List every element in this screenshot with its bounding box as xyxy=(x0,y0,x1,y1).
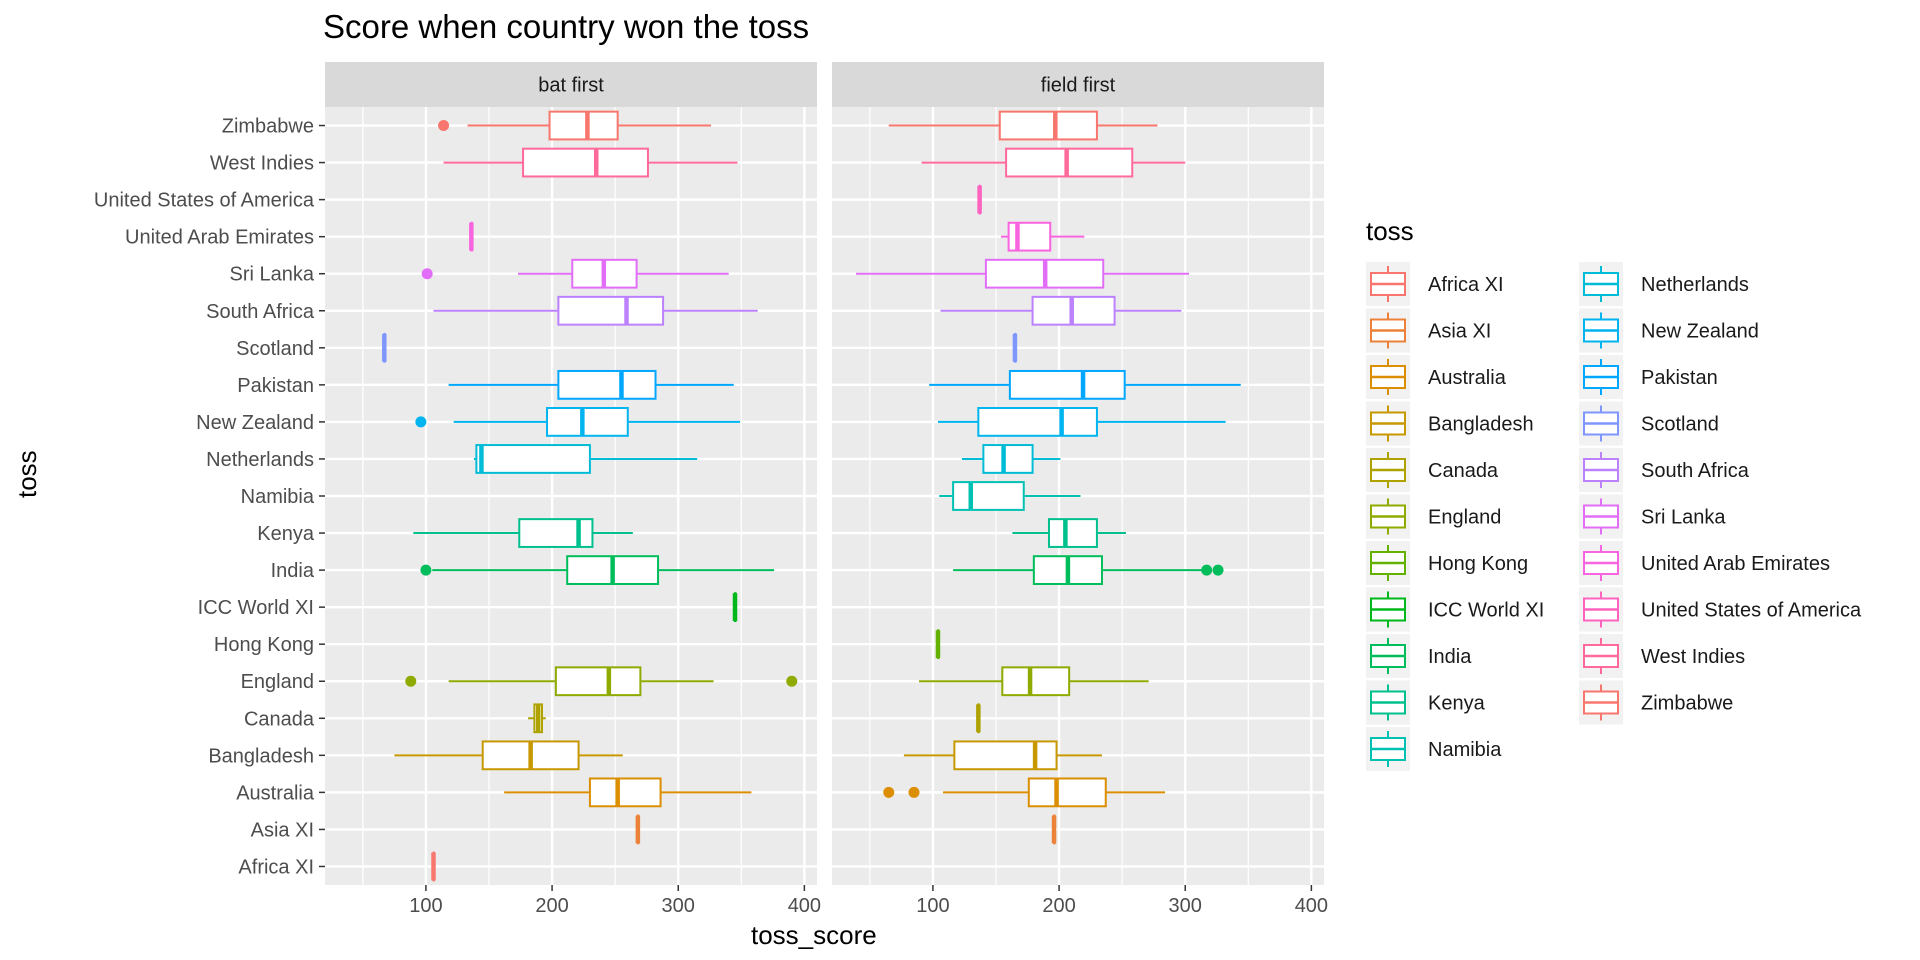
y-tick-label: Africa XI xyxy=(238,856,314,878)
box-pakistan xyxy=(1008,369,1126,400)
legend-label-pakistan: Pakistan xyxy=(1641,367,1718,389)
y-tick-label: Hong Kong xyxy=(214,634,314,656)
x-tick-label: 400 xyxy=(1295,895,1328,917)
box-west-indies xyxy=(522,147,649,178)
outlier-india xyxy=(420,564,432,576)
box-kenya xyxy=(1047,518,1098,548)
x-tick-label: 100 xyxy=(409,895,442,917)
box-bangladesh xyxy=(953,740,1058,771)
y-tick-label: India xyxy=(271,560,315,582)
box-west-indies xyxy=(1005,147,1134,178)
legend-label-bangladesh: Bangladesh xyxy=(1428,414,1534,436)
x-tick-label: 400 xyxy=(788,895,821,917)
box-australia xyxy=(1027,777,1107,808)
y-tick-label: Bangladesh xyxy=(208,745,314,767)
y-tick-label: West Indies xyxy=(210,153,314,175)
legend-label-hong-kong: Hong Kong xyxy=(1428,553,1528,575)
y-tick-label: South Africa xyxy=(206,301,315,323)
legend-label-asia-xi: Asia XI xyxy=(1428,321,1491,343)
y-tick-label: New Zealand xyxy=(196,412,314,434)
y-tick-label: Namibia xyxy=(241,486,315,508)
facet-strip-bat-first xyxy=(325,62,817,107)
y-tick-label: Asia XI xyxy=(251,819,314,841)
legend-label-icc-world-xi: ICC World XI xyxy=(1428,600,1544,622)
legend-label-zimbabwe: Zimbabwe xyxy=(1641,693,1733,715)
box-pakistan xyxy=(557,369,657,400)
legend-label-west-indies: West Indies xyxy=(1641,646,1745,668)
y-tick-label: England xyxy=(241,671,314,693)
y-tick-label: Zimbabwe xyxy=(222,116,314,138)
x-tick-label: 100 xyxy=(916,895,949,917)
y-tick-label: Scotland xyxy=(236,338,314,360)
box-australia xyxy=(588,777,662,808)
box-netherlands xyxy=(475,444,591,474)
legend-label-united-arab-emirates: United Arab Emirates xyxy=(1641,553,1830,575)
x-axis-title: toss_score xyxy=(751,920,877,950)
outlier-new-zealand xyxy=(415,416,427,428)
legend-label-canada: Canada xyxy=(1428,460,1499,482)
box-south-africa xyxy=(557,295,665,326)
outlier-england xyxy=(405,675,417,687)
box-new-zealand xyxy=(546,407,629,437)
outlier-sri-lanka xyxy=(421,268,433,280)
y-axis-title: toss xyxy=(12,450,42,498)
y-tick-label: Kenya xyxy=(257,523,315,545)
facet-strip-field-first xyxy=(832,62,1324,107)
box-namibia xyxy=(952,481,1025,511)
y-tick-label: Netherlands xyxy=(206,449,314,471)
legend-label-england: England xyxy=(1428,507,1501,529)
outlier-australia xyxy=(908,786,920,798)
outlier-australia xyxy=(883,786,895,798)
y-tick-label: United States of America xyxy=(94,190,315,212)
legend-label-sri-lanka: Sri Lanka xyxy=(1641,507,1726,529)
y-tick-label: Sri Lanka xyxy=(230,264,315,286)
facet-label-bat-first: bat first xyxy=(538,75,604,97)
y-tick-label: Canada xyxy=(244,708,315,730)
legend-label-netherlands: Netherlands xyxy=(1641,274,1749,296)
legend-label-new-zealand: New Zealand xyxy=(1641,321,1759,343)
x-tick-label: 300 xyxy=(1169,895,1202,917)
x-tick-label: 200 xyxy=(1042,895,1075,917)
box-new-zealand xyxy=(977,407,1098,437)
x-tick-label: 200 xyxy=(535,895,568,917)
legend-title: toss xyxy=(1366,216,1414,246)
box-england xyxy=(1001,666,1071,697)
box-united-arab-emirates xyxy=(1007,221,1052,252)
box-netherlands xyxy=(982,444,1034,474)
outlier-zimbabwe xyxy=(438,120,450,132)
legend-label-kenya: Kenya xyxy=(1428,693,1486,715)
legend-label-south-africa: South Africa xyxy=(1641,460,1750,482)
legend-label-scotland: Scotland xyxy=(1641,414,1719,436)
legend-label-united-states-of-america: United States of America xyxy=(1641,600,1862,622)
box-kenya xyxy=(518,518,594,548)
legend-label-india: India xyxy=(1428,646,1472,668)
y-tick-label: ICC World XI xyxy=(198,597,314,619)
box-zimbabwe xyxy=(998,110,1098,141)
legend-label-africa-xi: Africa XI xyxy=(1428,274,1504,296)
y-tick-label: United Arab Emirates xyxy=(125,227,314,249)
outlier-england xyxy=(786,675,798,687)
box-zimbabwe xyxy=(548,110,619,141)
outlier-india xyxy=(1212,564,1224,576)
chart-title: Score when country won the toss xyxy=(323,8,810,45)
x-tick-label: 300 xyxy=(662,895,695,917)
box-england xyxy=(554,666,642,697)
outlier-india xyxy=(1201,564,1213,576)
y-tick-label: Pakistan xyxy=(237,375,314,397)
y-tick-label: Australia xyxy=(236,782,315,804)
legend-label-australia: Australia xyxy=(1428,367,1507,389)
facet-label-field-first: field first xyxy=(1041,75,1116,97)
legend-label-namibia: Namibia xyxy=(1428,739,1502,761)
